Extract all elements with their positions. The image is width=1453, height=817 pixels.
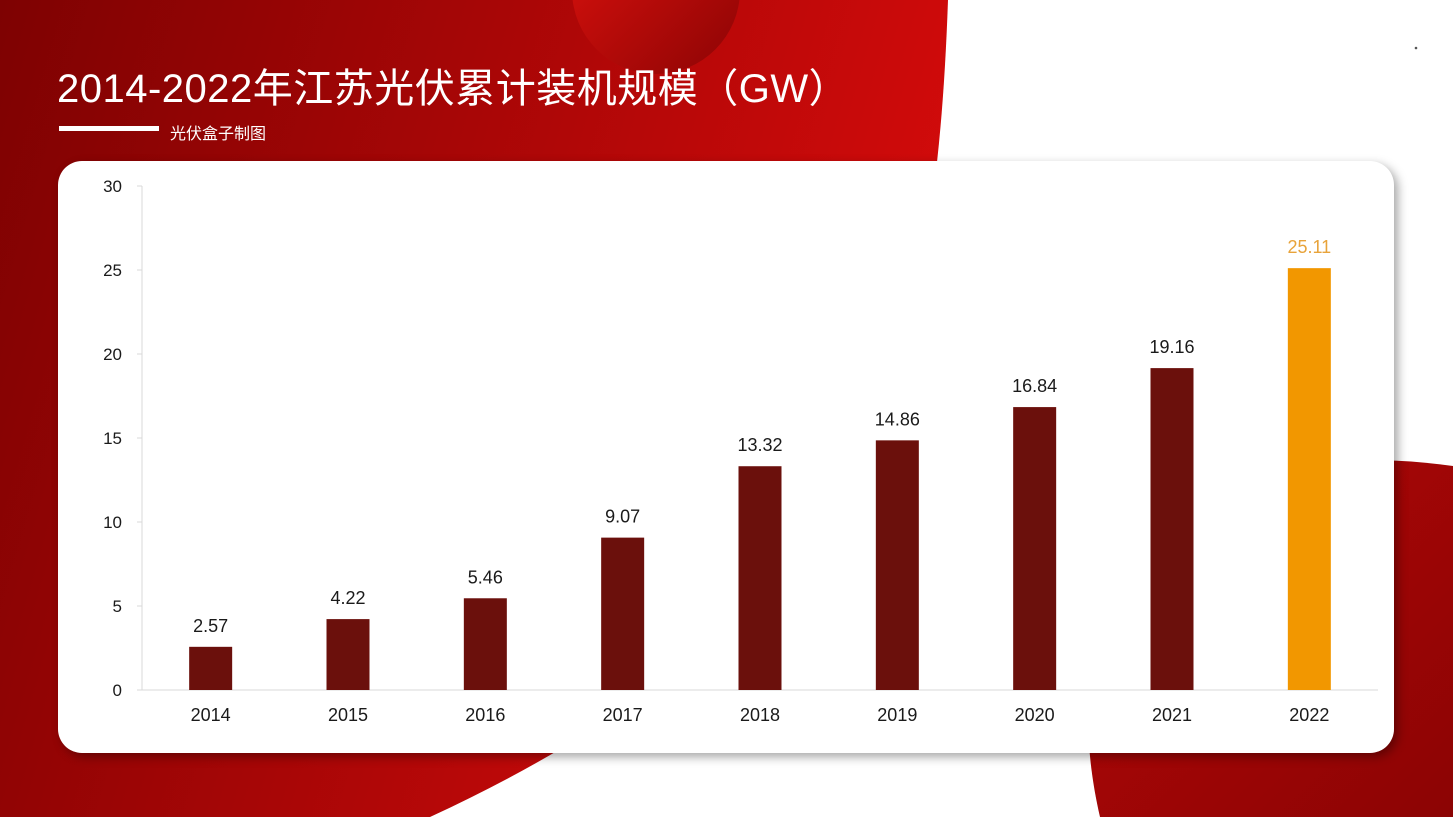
y-tick-label: 15 — [103, 429, 122, 448]
data-label-2015: 4.22 — [330, 588, 365, 608]
bar-2014 — [189, 646, 233, 690]
source-caption: 光伏盒子制图 — [170, 126, 267, 143]
x-tick-label-2022: 2022 — [1289, 705, 1329, 725]
x-tick-label-2020: 2020 — [1015, 705, 1055, 725]
data-label-2020: 16.84 — [1012, 376, 1057, 396]
data-label-2014: 2.57 — [193, 616, 228, 636]
y-tick-label: 20 — [103, 345, 122, 364]
y-tick-label: 25 — [103, 261, 122, 280]
y-tick-label: 30 — [103, 177, 122, 196]
data-label-2022: 25.11 — [1287, 237, 1331, 257]
x-tick-label-2015: 2015 — [328, 705, 368, 725]
bar-chart: 0 5 10 15 20 25 30 2.57 2014 4.22 2015 5.46 2016 9.07… — [103, 177, 1378, 725]
data-label-2017: 9.07 — [605, 507, 640, 527]
bar-2018 — [738, 466, 782, 690]
bar-2021 — [1150, 368, 1194, 690]
data-label-2021: 19.16 — [1149, 337, 1194, 357]
data-label-2018: 13.32 — [737, 435, 782, 455]
bar-2020 — [1013, 407, 1057, 690]
data-label-2016: 5.46 — [468, 567, 503, 587]
x-tick-label-2017: 2017 — [603, 705, 643, 725]
x-tick-label-2019: 2019 — [877, 705, 917, 725]
bar-2022 — [1287, 268, 1331, 690]
page-title: 2014-2022年江苏光伏累计装机规模（GW） — [57, 67, 850, 111]
bar-2016 — [463, 598, 507, 690]
title-underline — [59, 126, 159, 131]
x-tick-label-2021: 2021 — [1152, 705, 1192, 725]
chart-card: 0 5 10 15 20 25 30 2.57 2014 4.22 2015 5.46 2016 9.07… — [58, 161, 1394, 753]
corner-dot — [1414, 46, 1418, 50]
x-tick-label-2018: 2018 — [740, 705, 780, 725]
x-tick-label-2016: 2016 — [465, 705, 505, 725]
y-tick-label: 10 — [103, 513, 122, 532]
bar-2019 — [875, 440, 919, 690]
y-tick-label: 0 — [113, 681, 122, 700]
bar-2017 — [601, 537, 645, 690]
y-tick-label: 5 — [113, 597, 122, 616]
bar-2015 — [326, 619, 370, 690]
x-tick-label-2014: 2014 — [191, 705, 231, 725]
top-circle — [572, 0, 740, 74]
data-label-2019: 14.86 — [875, 409, 920, 429]
